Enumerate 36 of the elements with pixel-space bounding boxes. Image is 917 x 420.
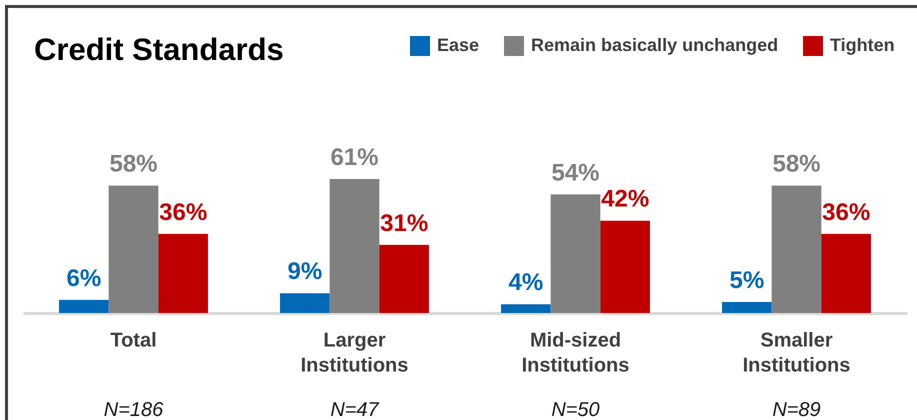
legend-label: Ease xyxy=(437,35,480,55)
bar xyxy=(722,302,772,313)
bar xyxy=(59,300,109,313)
data-label: 9% xyxy=(288,258,322,286)
data-label: 58% xyxy=(109,150,158,178)
bar xyxy=(108,186,158,313)
x-tick-label: Total xyxy=(110,330,157,352)
data-label: 36% xyxy=(159,198,208,226)
data-label: 31% xyxy=(380,210,428,237)
x-tick-label: Larger Institutions xyxy=(300,330,408,376)
bar xyxy=(550,194,600,313)
data-label: 5% xyxy=(730,267,764,294)
bar xyxy=(158,234,208,313)
legend-label: Tighten xyxy=(830,35,895,55)
bar xyxy=(501,304,551,313)
bar xyxy=(821,234,871,313)
bar xyxy=(772,186,822,313)
x-tick-label: Smaller Institutions xyxy=(742,330,850,376)
x-tick-label: Mid-sized Institutions xyxy=(522,330,630,376)
data-label: 4% xyxy=(508,269,544,296)
chart-title: Credit Standards xyxy=(34,32,284,68)
text: N=89 xyxy=(772,399,821,420)
data-label: 58% xyxy=(772,150,821,178)
bar xyxy=(600,220,650,313)
text: N=50 xyxy=(551,399,600,420)
data-label: 42% xyxy=(601,186,650,213)
bar xyxy=(330,179,380,313)
data-label: 36% xyxy=(822,198,870,226)
data-label: 54% xyxy=(551,159,600,186)
bar xyxy=(379,244,429,313)
text: N=186 xyxy=(104,399,164,420)
data-label: 61% xyxy=(330,144,379,171)
legend-label: Remain basically unchanged xyxy=(531,35,778,55)
text: N=47 xyxy=(330,399,380,420)
data-label: 6% xyxy=(66,264,102,292)
bar xyxy=(280,293,330,313)
